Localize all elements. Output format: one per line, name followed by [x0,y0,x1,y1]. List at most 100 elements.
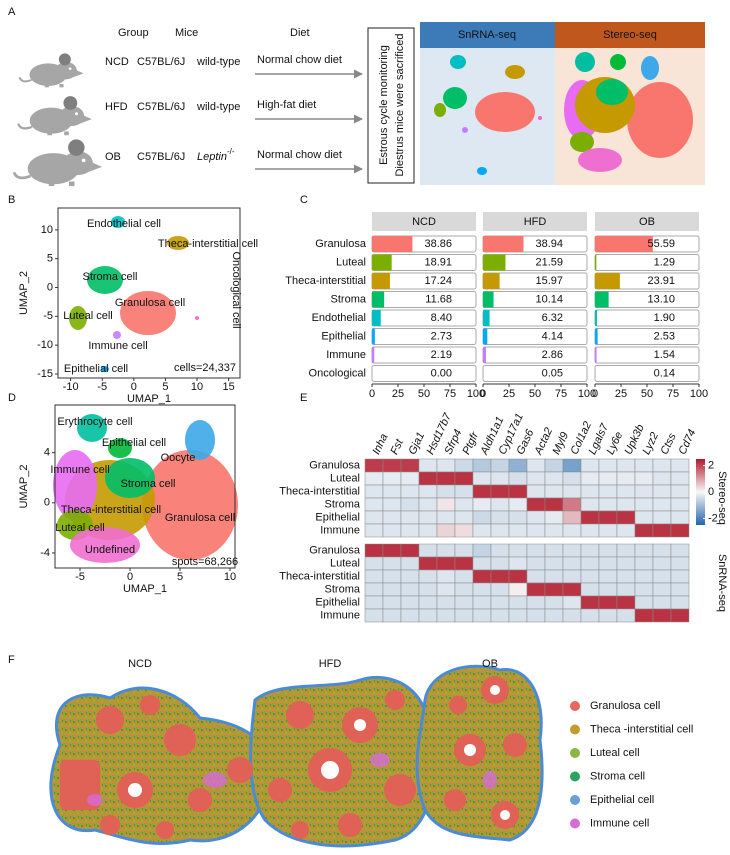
heatmap-cell [364,595,384,610]
heatmap-cell [670,543,690,558]
genotype-name: wild-type [196,56,240,68]
heatmap-cell [472,582,492,597]
heatmap-cell [508,556,528,571]
bar [483,273,500,289]
heatmap-cell [616,569,636,584]
heatmap-cell [544,510,564,525]
heatmap-cell [490,556,510,571]
heatmap-cell [616,556,636,571]
cluster-cloud [195,316,199,320]
heatmap-cell [616,582,636,597]
heatmap-cell [454,458,474,473]
heatmap-cell [526,484,546,499]
heatmap-cell [562,595,582,610]
heatmap-cell [670,510,690,525]
value-label: 2.86 [542,349,563,361]
y-tick-label: -10 [37,339,53,351]
legend-swatch [570,724,580,735]
heatmap-cell [526,556,546,571]
cluster-cloud [101,366,109,372]
gene-label: Gja1 [406,430,427,456]
heatmap-cell [364,484,384,499]
x-axis-label: UMAP_1 [123,583,167,595]
row-box [594,328,700,345]
spatial-maps [49,664,544,848]
heatmap-cell [436,523,456,538]
heatmap-cell [526,458,546,473]
snrna-header [420,22,555,48]
legend-label: Immune cell [590,817,649,829]
y-tick-label: -4 [40,547,50,559]
heatmap-cell [526,608,546,623]
cluster-cloud [69,306,87,330]
heatmap-cell [490,543,510,558]
row-label: Luteal [330,557,360,569]
stereo-umap [564,52,693,172]
heatmap-cell [418,484,438,499]
heatmap-cell [364,608,384,623]
heatmap-cell [472,471,492,486]
heatmap-cell [580,458,600,473]
heatmap-cell [598,569,618,584]
heatmap-cell [454,543,474,558]
colorbar [696,459,705,525]
snrna-umap [434,55,542,175]
heatmap-cell [436,510,456,525]
x-tick-label: 50 [529,388,541,400]
heatmap-cell [382,484,402,499]
heatmap-cell [472,556,492,571]
bar [372,236,413,252]
heatmap-cell [400,523,420,538]
heatmap-cell [436,556,456,571]
heatmap-cell [544,543,564,558]
heatmap-cell [454,595,474,610]
category-label: Stroma [331,293,367,305]
heatmap-cell [508,569,528,584]
heatmap-cell [652,595,672,610]
group-label: Stereo-seq [716,471,728,525]
heatmap-cell [490,497,510,512]
heatmap-cell [580,556,600,571]
heatmap-cell [364,556,384,571]
x-tick-label: 0 [480,388,486,400]
heatmap-cell [634,569,654,584]
row-label: Granulosa [309,544,361,556]
genotype-superscript: -/- [227,147,235,156]
heatmap-cell [382,497,402,512]
heatmap-cell [364,458,384,473]
heatmap-cell [544,556,564,571]
heatmap-cell [508,484,528,499]
heatmap-cell [454,582,474,597]
legend-label: Stroma cell [590,770,645,782]
heatmap-cell [472,543,492,558]
value-label: 0.14 [654,367,675,379]
heatmap-cell [508,497,528,512]
y-tick-label: 4 [44,447,50,459]
x-tick-label: -10 [63,381,79,393]
x-tick-label: 100 [578,388,596,400]
heatmap-cell [598,471,618,486]
heatmap-cell [364,497,384,512]
heatmap-cell [616,471,636,486]
row-box [482,309,588,327]
value-label: 2.19 [431,349,452,361]
legend-swatch [570,795,580,805]
heatmap-cell [634,608,654,623]
heatmap-cell [418,497,438,512]
value-label: 0.00 [431,367,452,379]
heatmap-cell [508,471,528,486]
heatmap-cell [436,458,456,473]
heatmap-cell [544,484,564,499]
heatmap-cell [490,608,510,623]
row-box [594,254,700,271]
legend-label: Granulosa cell [590,700,660,712]
heatmap-cell [598,484,618,499]
heatmap-cell [472,484,492,499]
y-tick-label: 0 [44,497,50,509]
y-tick-label: 5 [47,253,53,265]
heatmap-cell [418,543,438,558]
heatmap-cell [616,543,636,558]
heatmap-cell [652,497,672,512]
genotype: Leptin-/- [197,147,235,163]
gene-label: Ctss [658,431,678,456]
